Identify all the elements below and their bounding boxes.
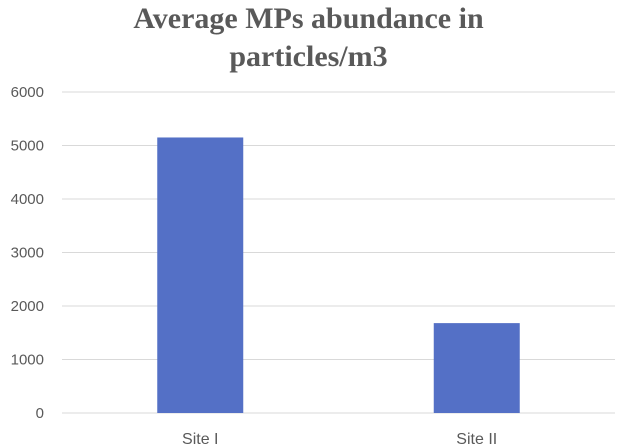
- chart-title: Average MPs abundance in particles/m3: [0, 0, 617, 76]
- y-tick-label: 4000: [11, 191, 44, 208]
- y-tick-label: 2000: [11, 298, 44, 315]
- y-tick-label: 6000: [11, 84, 44, 101]
- x-category-label: Site II: [456, 431, 497, 448]
- y-tick-label: 3000: [11, 245, 44, 262]
- y-tick-label: 1000: [11, 352, 44, 369]
- x-category-label: Site I: [182, 431, 218, 448]
- chart-title-line-2: particles/m3: [229, 40, 388, 73]
- chart-title-line-1: Average MPs abundance in: [133, 2, 484, 35]
- bar-site-i: [157, 137, 244, 413]
- bar-site-ii: [433, 323, 520, 413]
- y-tick-label: 5000: [11, 138, 44, 155]
- y-tick-label: 0: [36, 405, 44, 422]
